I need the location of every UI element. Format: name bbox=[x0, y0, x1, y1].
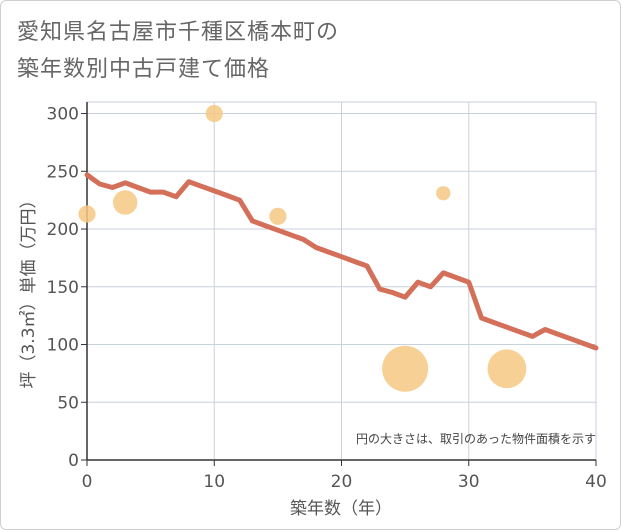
price-trend-line bbox=[84, 172, 599, 351]
grid-lines bbox=[86, 101, 597, 461]
y-tick-label: 150 bbox=[47, 278, 79, 298]
chart-title-line-2: 築年数別中古戸建て価格 bbox=[17, 57, 271, 82]
y-tick-label: 300 bbox=[47, 105, 79, 125]
scatter-point bbox=[436, 186, 451, 201]
size-note: 円の大きさは、取引のあった物件面積を示す bbox=[356, 431, 596, 446]
scatter-point bbox=[112, 190, 138, 215]
x-tick-label: 20 bbox=[331, 472, 353, 492]
x-tick-label: 30 bbox=[458, 472, 480, 492]
scatter-point bbox=[205, 104, 223, 123]
scatter-point bbox=[382, 345, 429, 392]
y-tick-label: 50 bbox=[57, 393, 79, 413]
y-tick-label: 0 bbox=[68, 451, 79, 471]
y-tick-label: 200 bbox=[47, 220, 79, 240]
scatter-point bbox=[78, 205, 96, 223]
x-tick-labels: 0 10 20 30 40 bbox=[82, 460, 607, 492]
y-axis-title: 坪（3.3㎡）単価（万円） bbox=[19, 191, 39, 388]
y-tick-label: 100 bbox=[47, 336, 79, 356]
scatter-point bbox=[269, 207, 287, 225]
scatter-point bbox=[487, 349, 527, 389]
x-tick-label: 10 bbox=[203, 472, 225, 492]
x-axis-title: 築年数（年） bbox=[290, 499, 392, 519]
y-tick-label: 250 bbox=[47, 162, 79, 182]
chart-title-line-1: 愛知県名古屋市千種区橋本町の bbox=[17, 20, 340, 45]
x-tick-label: 0 bbox=[82, 472, 93, 492]
chart-title: 愛知県名古屋市千種区橋本町の 築年数別中古戸建て価格 bbox=[17, 14, 339, 88]
plot-area bbox=[78, 104, 599, 392]
x-tick-label: 40 bbox=[585, 472, 607, 492]
y-tick-labels: 0 50 100 150 200 250 300 bbox=[47, 105, 87, 471]
